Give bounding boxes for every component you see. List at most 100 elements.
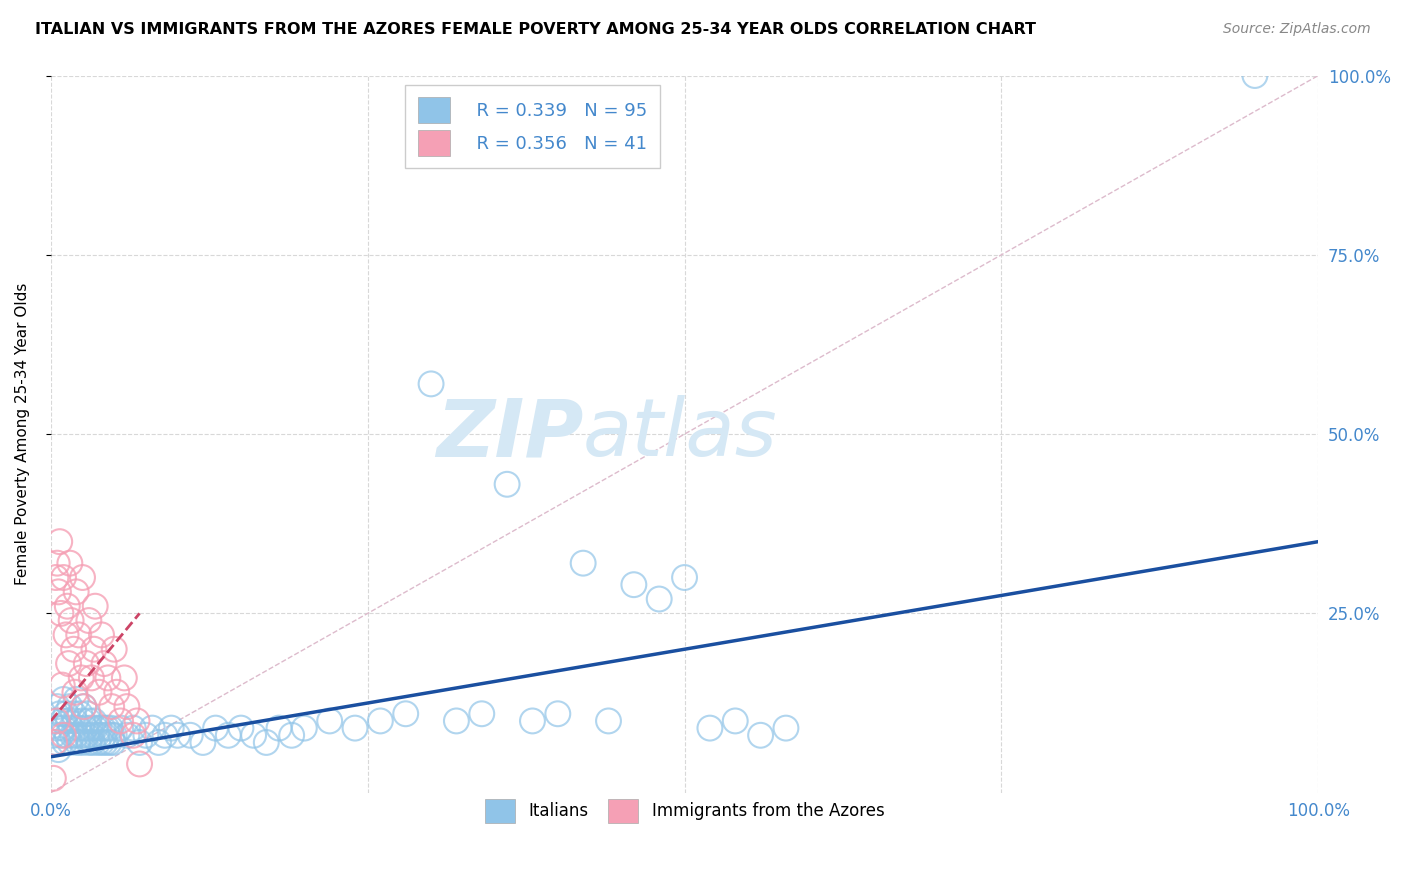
Point — [97, 671, 120, 685]
Point — [97, 728, 120, 742]
Point — [204, 721, 226, 735]
Point — [254, 735, 277, 749]
Point — [79, 721, 101, 735]
Point — [48, 742, 70, 756]
Point — [93, 657, 115, 671]
Point — [46, 721, 69, 735]
Y-axis label: Female Poverty Among 25-34 Year Olds: Female Poverty Among 25-34 Year Olds — [15, 283, 30, 585]
Point — [90, 735, 112, 749]
Point — [115, 699, 138, 714]
Point — [49, 607, 72, 621]
Point — [191, 735, 214, 749]
Point — [98, 735, 121, 749]
Point — [48, 706, 70, 721]
Point — [59, 735, 82, 749]
Point — [125, 714, 148, 728]
Point — [44, 735, 66, 749]
Point — [128, 735, 150, 749]
Point — [229, 721, 252, 735]
Point — [83, 642, 105, 657]
Legend: Italians, Immigrants from the Azores: Italians, Immigrants from the Azores — [472, 788, 896, 835]
Point — [82, 735, 104, 749]
Point — [87, 685, 110, 699]
Point — [58, 714, 80, 728]
Point — [52, 721, 75, 735]
Point — [65, 692, 87, 706]
Point — [58, 657, 80, 671]
Point — [51, 714, 73, 728]
Text: ITALIAN VS IMMIGRANTS FROM THE AZORES FEMALE POVERTY AMONG 25-34 YEAR OLDS CORRE: ITALIAN VS IMMIGRANTS FROM THE AZORES FE… — [35, 22, 1036, 37]
Point — [63, 685, 86, 699]
Point — [62, 706, 84, 721]
Point — [83, 714, 105, 728]
Point — [90, 628, 112, 642]
Point — [46, 699, 69, 714]
Point — [370, 714, 392, 728]
Point — [53, 735, 76, 749]
Point — [267, 721, 290, 735]
Point — [96, 721, 118, 735]
Point — [52, 728, 75, 742]
Point — [56, 728, 79, 742]
Point — [749, 728, 772, 742]
Point — [128, 756, 150, 771]
Point — [87, 735, 110, 749]
Point — [623, 577, 645, 591]
Point — [45, 735, 67, 749]
Point — [42, 728, 65, 742]
Point — [598, 714, 620, 728]
Point — [87, 721, 110, 735]
Point — [62, 642, 84, 657]
Point — [80, 728, 103, 742]
Point — [112, 671, 135, 685]
Point — [496, 477, 519, 491]
Point — [110, 721, 132, 735]
Point — [103, 728, 125, 742]
Point — [67, 721, 90, 735]
Point — [52, 570, 75, 584]
Point — [52, 692, 75, 706]
Point — [59, 556, 82, 570]
Point — [55, 628, 77, 642]
Point — [471, 706, 494, 721]
Point — [77, 735, 100, 749]
Point — [724, 714, 747, 728]
Point — [84, 721, 107, 735]
Point — [73, 699, 96, 714]
Point — [572, 556, 595, 570]
Point — [292, 721, 315, 735]
Point — [91, 721, 114, 735]
Point — [141, 721, 163, 735]
Point — [122, 721, 145, 735]
Point — [77, 614, 100, 628]
Point — [135, 728, 157, 742]
Point — [51, 678, 73, 692]
Point — [94, 735, 117, 749]
Point — [56, 599, 79, 614]
Point — [280, 728, 302, 742]
Point — [84, 599, 107, 614]
Point — [101, 735, 124, 749]
Point — [344, 721, 367, 735]
Text: Source: ZipAtlas.com: Source: ZipAtlas.com — [1223, 22, 1371, 37]
Point — [86, 728, 108, 742]
Point — [179, 728, 201, 742]
Point — [46, 714, 69, 728]
Point — [242, 728, 264, 742]
Point — [75, 657, 97, 671]
Point — [60, 614, 83, 628]
Point — [115, 728, 138, 742]
Point — [59, 699, 82, 714]
Point — [70, 728, 93, 742]
Point — [648, 592, 671, 607]
Point — [69, 706, 91, 721]
Point — [72, 714, 94, 728]
Point — [547, 706, 569, 721]
Point — [89, 728, 111, 742]
Point — [103, 642, 125, 657]
Point — [522, 714, 544, 728]
Point — [66, 735, 89, 749]
Point — [49, 728, 72, 742]
Point — [1244, 69, 1267, 83]
Point — [67, 628, 90, 642]
